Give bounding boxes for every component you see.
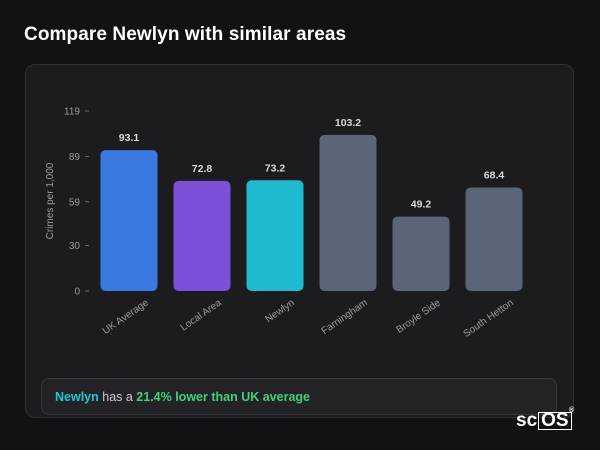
x-tick-label: Newlyn [264,297,297,325]
bar-value-label: 93.1 [119,132,140,144]
bar-value-label: 72.8 [192,163,213,175]
summary-difference: 21.4% lower than UK average [136,389,310,404]
y-tick-label: 0 [74,287,80,298]
y-axis-label: Crimes per 1,000 [45,162,56,239]
logo-registered-mark: ® [569,407,575,414]
y-tick-label: 119 [64,107,80,118]
scos-logo: sc OS ® [516,407,576,433]
x-tick-label: Farningham [320,297,370,337]
page-title: Compare Newlyn with similar areas [24,24,347,45]
bar-value-label: 73.2 [265,162,286,174]
y-tick-label: 30 [69,241,81,252]
summary-area-name: Newlyn [55,389,99,404]
x-tick-label: Broyle Side [395,297,444,336]
x-tick-label: Local Area [179,297,224,333]
bar-broyle-side [392,216,450,291]
bar-farningham [319,134,377,291]
x-tick-label: South Hetton [462,297,516,339]
bar-south-hetton [465,187,523,291]
bar-value-label: 49.2 [411,199,432,211]
logo-prefix: sc [516,410,538,431]
bar-chart: Crimes per 1,000 0 30 59 89 119 93.1 UK Average… [45,107,523,340]
bar-value-label: 103.2 [335,117,361,129]
bar-newlyn [246,180,304,291]
bar-value-label: 68.4 [484,170,505,182]
bar-uk-average [100,150,158,291]
summary-text: has a [98,389,137,404]
chart-card: Crimes per 1,000 0 30 59 89 119 93.1 UK Average… [25,64,574,418]
comparison-summary: Newlyn has a 21.4% lower than UK average [41,378,557,415]
y-tick-label: 89 [69,152,81,163]
bar-local-area [173,180,231,291]
x-tick-label: UK Average [101,297,151,337]
y-tick-label: 59 [69,197,81,208]
logo-boxed-text: OS [538,411,572,430]
